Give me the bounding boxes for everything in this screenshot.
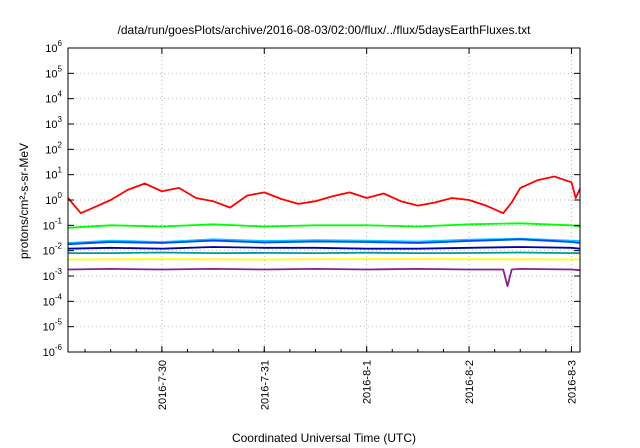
chart-title: /data/run/goesPlots/archive/2016-08-03/0… xyxy=(118,23,532,37)
y-tick-label-base: 10 xyxy=(43,271,55,283)
series-line-2 xyxy=(67,222,581,229)
series-group xyxy=(67,175,581,288)
y-tick-label: 10-2 xyxy=(43,242,63,258)
y-tick-label-base: 10 xyxy=(43,220,55,232)
x-tick-label: 2016-7-30 xyxy=(157,360,169,410)
y-tick-label: 10-4 xyxy=(43,292,63,308)
y-tick-label: 10-6 xyxy=(43,343,63,359)
y-tick-label-base: 10 xyxy=(45,94,57,106)
y-tick-label: 105 xyxy=(45,64,62,80)
y-tick-label-base: 10 xyxy=(45,43,57,55)
y-tick-label-base: 10 xyxy=(45,119,57,131)
series-line-4 xyxy=(67,238,581,246)
y-tick-label-exponent: -4 xyxy=(55,292,63,301)
y-tick-label: 10-1 xyxy=(43,216,63,232)
y-tick-label-base: 10 xyxy=(43,322,55,334)
y-tick-label: 103 xyxy=(45,115,62,131)
series-line-8 xyxy=(67,267,581,288)
y-tick-label: 101 xyxy=(45,166,62,182)
x-tick-label: 2016-8-2 xyxy=(464,360,476,404)
x-axis-title: Coordinated Universal Time (UTC) xyxy=(232,431,416,445)
y-tick-label-exponent: -6 xyxy=(55,343,63,352)
y-tick-label-exponent: 3 xyxy=(58,115,63,124)
x-axis: 2016-7-30 2016-7-31 2016-8-1 2016-8-2 2016-8… xyxy=(84,48,578,410)
x-tick-label: 2016-8-3 xyxy=(566,360,578,404)
y-tick-label-exponent: 5 xyxy=(58,64,63,73)
x-tick-label: 2016-7-31 xyxy=(259,360,271,410)
y-tick-label-exponent: -5 xyxy=(55,318,63,327)
y-tick-label-base: 10 xyxy=(43,296,55,308)
y-tick-label-exponent: -3 xyxy=(55,267,63,276)
y-tick-label: 104 xyxy=(45,90,62,106)
y-tick-label: 106 xyxy=(45,39,62,55)
y-tick-label-exponent: 4 xyxy=(58,90,63,99)
y-tick-label-exponent: 1 xyxy=(58,166,63,175)
y-tick-label-base: 10 xyxy=(43,347,55,359)
y-tick-label-base: 10 xyxy=(45,144,57,156)
y-tick-label-base: 10 xyxy=(43,246,55,258)
series-line-5 xyxy=(67,246,581,250)
y-tick-label: 100 xyxy=(45,191,62,207)
y-axis-title: protons/cm²-s-sr-MeV xyxy=(17,143,31,259)
y-tick-label-exponent: 0 xyxy=(58,191,63,200)
x-tick-label: 2016-8-1 xyxy=(362,360,374,404)
y-tick-label-exponent: 6 xyxy=(58,39,63,48)
series-line-7 xyxy=(67,258,580,261)
y-tick-label: 10-5 xyxy=(43,318,63,334)
y-axis: 10-610-510-410-310-210-11001011021031041… xyxy=(43,39,580,359)
series-line-1 xyxy=(67,175,581,215)
y-tick-label-base: 10 xyxy=(45,170,57,182)
y-tick-label-exponent: 2 xyxy=(58,140,63,149)
series-line-6 xyxy=(68,251,580,255)
y-tick-label-base: 10 xyxy=(45,68,57,80)
y-tick-label-base: 10 xyxy=(45,195,57,207)
y-tick-label: 10-3 xyxy=(43,267,63,283)
y-tick-label: 102 xyxy=(45,140,62,156)
y-tick-label-exponent: -1 xyxy=(55,216,63,225)
y-tick-label-exponent: -2 xyxy=(55,242,63,251)
